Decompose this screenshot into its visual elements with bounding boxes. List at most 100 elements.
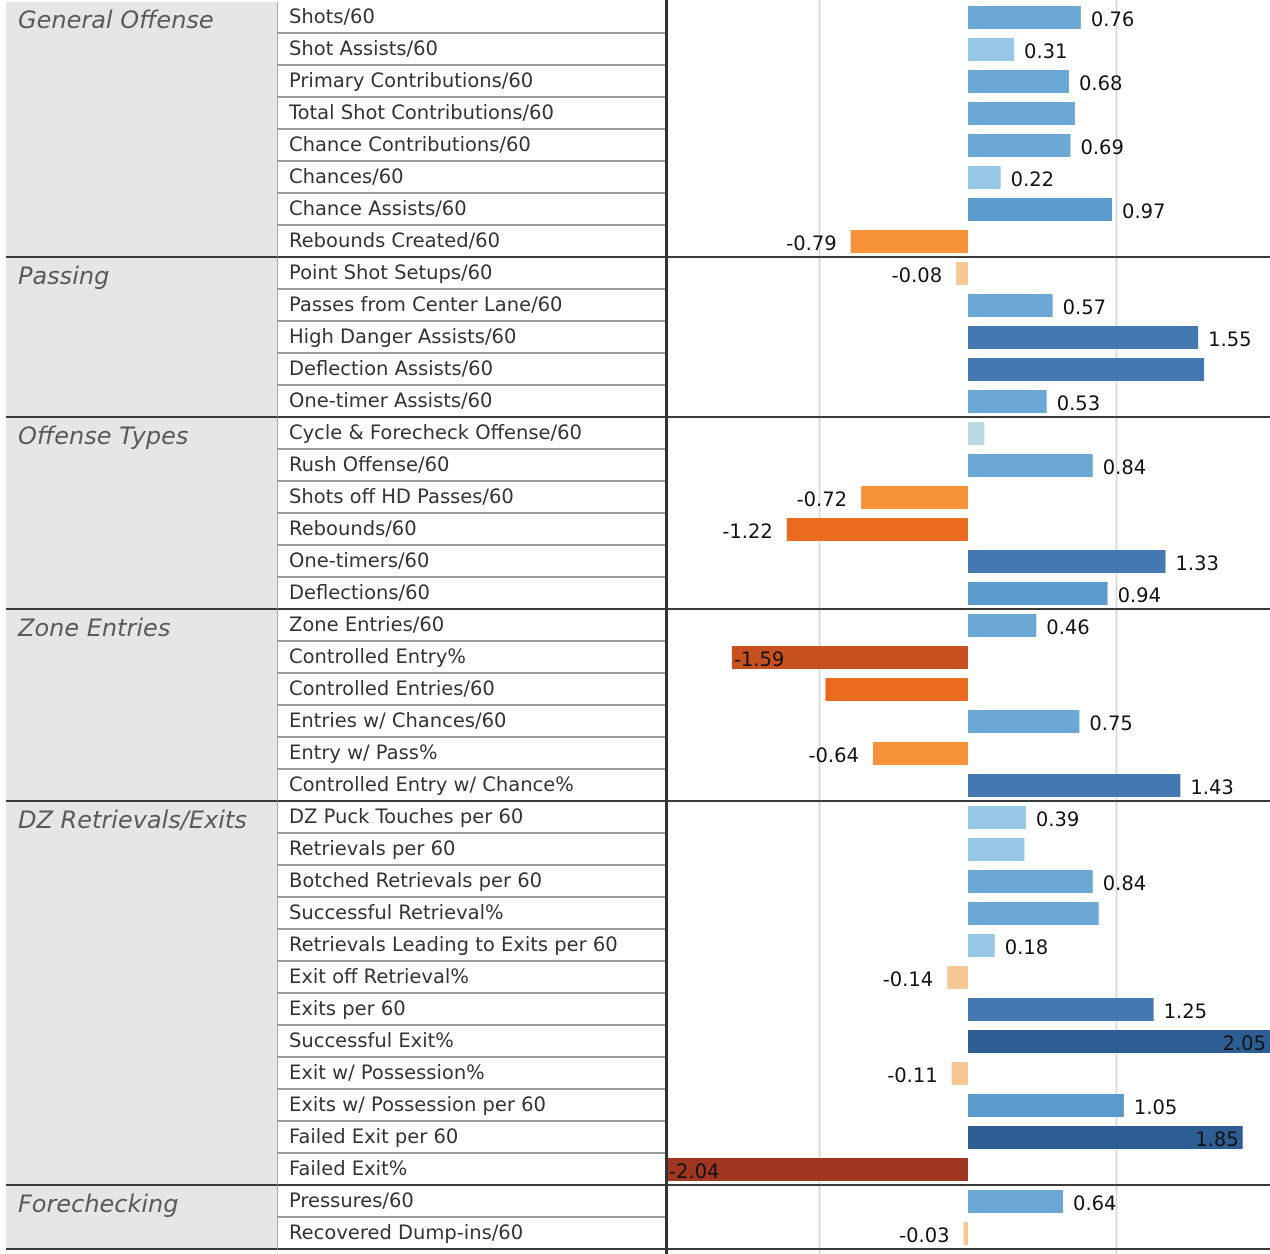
data-label: 0.22 xyxy=(1011,168,1054,191)
group-cell: Forechecking xyxy=(6,1186,277,1250)
bar xyxy=(968,614,1037,637)
metric-label: Cycle & Forecheck Offense/60 xyxy=(289,421,582,444)
data-label: -0.64 xyxy=(808,744,858,767)
data-label: 0.97 xyxy=(1122,200,1165,223)
bar xyxy=(667,1158,968,1181)
metric-label: Shot Assists/60 xyxy=(289,37,438,60)
bar xyxy=(968,326,1199,349)
bar xyxy=(861,486,968,509)
data-label: 0.75 xyxy=(1089,712,1132,735)
group-label: General Offense xyxy=(18,6,214,34)
metric-label: One-timer Assists/60 xyxy=(289,389,493,412)
metric-label: High Danger Assists/60 xyxy=(289,325,517,348)
metric-label: Controlled Entry% xyxy=(289,645,466,668)
metric-label: Chances/60 xyxy=(289,165,404,188)
data-label: 0.94 xyxy=(1118,584,1161,607)
table-row: Shots/60 xyxy=(277,2,667,34)
metric-label: Failed Exit% xyxy=(289,1157,408,1180)
data-label: -2.04 xyxy=(669,1160,719,1183)
group-cell: DZ Retrievals/Exits xyxy=(6,802,277,1186)
group-cell: General Offense xyxy=(6,2,277,258)
bar xyxy=(968,806,1026,829)
data-label: 0.84 xyxy=(1103,456,1146,479)
metric-label: Entries w/ Chances/60 xyxy=(289,709,507,732)
bar xyxy=(956,262,968,285)
table-row: Botched Retrievals per 60 xyxy=(277,866,667,898)
group-label: Forechecking xyxy=(18,1190,179,1218)
metric-label: One-timers/60 xyxy=(289,549,430,572)
data-label: 1.33 xyxy=(1176,552,1219,575)
metric-label: Passes from Center Lane/60 xyxy=(289,293,563,316)
bar xyxy=(968,422,985,445)
metric-label: Exit w/ Possession% xyxy=(289,1061,485,1084)
bar xyxy=(951,1062,968,1085)
bar xyxy=(968,902,1099,925)
bar xyxy=(731,646,968,669)
bar xyxy=(968,710,1080,733)
table-row: Rush Offense/60 xyxy=(277,450,667,482)
table-row: Successful Exit% xyxy=(277,1026,667,1058)
bar xyxy=(968,1030,1270,1053)
metric-label: Total Shot Contributions/60 xyxy=(289,101,554,124)
metric-label: Controlled Entry w/ Chance% xyxy=(289,773,574,796)
table-row: Shot Assists/60 xyxy=(277,34,667,66)
metric-label: Deflection Assists/60 xyxy=(289,357,493,380)
group-label: DZ Retrievals/Exits xyxy=(18,806,247,834)
bar-chart: 0.76 0.31 0.68 0.69 0.22 0.97 -0.79 -0.08 0.57 1.… xyxy=(667,0,1270,1254)
data-label: -1.59 xyxy=(734,648,784,671)
group-label: Zone Entries xyxy=(18,614,171,642)
table-row: Exit off Retrieval% xyxy=(277,962,667,994)
data-label: 0.18 xyxy=(1005,936,1048,959)
table-row: Cycle & Forecheck Offense/60 xyxy=(277,418,667,450)
metric-label: Primary Contributions/60 xyxy=(289,69,534,92)
data-label: 1.85 xyxy=(1195,1128,1238,1151)
data-label: 0.76 xyxy=(1091,8,1134,31)
table-chart-divider xyxy=(665,0,668,1254)
table-row: Primary Contributions/60 xyxy=(277,66,667,98)
bar xyxy=(968,582,1108,605)
table-row: Chance Contributions/60 xyxy=(277,130,667,162)
data-label: 1.55 xyxy=(1208,328,1251,351)
data-label: 0.46 xyxy=(1046,616,1089,639)
bar xyxy=(968,390,1047,413)
metric-label: Deflections/60 xyxy=(289,581,430,604)
table-row: DZ Puck Touches per 60 xyxy=(277,802,667,834)
table-row: One-timers/60 xyxy=(277,546,667,578)
metric-label: Failed Exit per 60 xyxy=(289,1125,459,1148)
data-label: -0.79 xyxy=(786,232,836,255)
metric-label: Exits w/ Possession per 60 xyxy=(289,1093,546,1116)
data-label: 0.39 xyxy=(1036,808,1079,831)
data-label: 1.05 xyxy=(1134,1096,1177,1119)
table-row: Point Shot Setups/60 xyxy=(277,258,667,290)
bar xyxy=(968,294,1053,317)
metric-label: Retrievals Leading to Exits per 60 xyxy=(289,933,618,956)
table-row: Exit w/ Possession% xyxy=(277,1058,667,1090)
metric-label: Pressures/60 xyxy=(289,1189,414,1212)
metric-label: Shots/60 xyxy=(289,5,375,28)
bar xyxy=(786,518,968,541)
bar xyxy=(968,998,1154,1021)
table-row: Pressures/60 xyxy=(277,1186,667,1218)
data-label: 0.57 xyxy=(1063,296,1106,319)
metric-label: Point Shot Setups/60 xyxy=(289,261,493,284)
data-label: 0.53 xyxy=(1057,392,1100,415)
data-label: 0.69 xyxy=(1080,136,1123,159)
data-label: -0.14 xyxy=(883,968,933,991)
bar xyxy=(968,102,1075,125)
bar xyxy=(968,550,1166,573)
bar xyxy=(968,1190,1064,1213)
group-label: Passing xyxy=(18,262,110,290)
bar xyxy=(968,1126,1243,1149)
metric-label: Rush Offense/60 xyxy=(289,453,450,476)
table-row: Deflections/60 xyxy=(277,578,667,610)
table-row: Retrievals per 60 xyxy=(277,834,667,866)
bar xyxy=(968,198,1113,221)
data-label: 0.31 xyxy=(1024,40,1067,63)
table-row: Failed Exit% xyxy=(277,1154,667,1186)
data-label: 0.64 xyxy=(1073,1192,1116,1215)
metric-label: Successful Exit% xyxy=(289,1029,454,1052)
metric-label: Zone Entries/60 xyxy=(289,613,445,636)
bar xyxy=(968,870,1093,893)
bar xyxy=(850,230,968,253)
